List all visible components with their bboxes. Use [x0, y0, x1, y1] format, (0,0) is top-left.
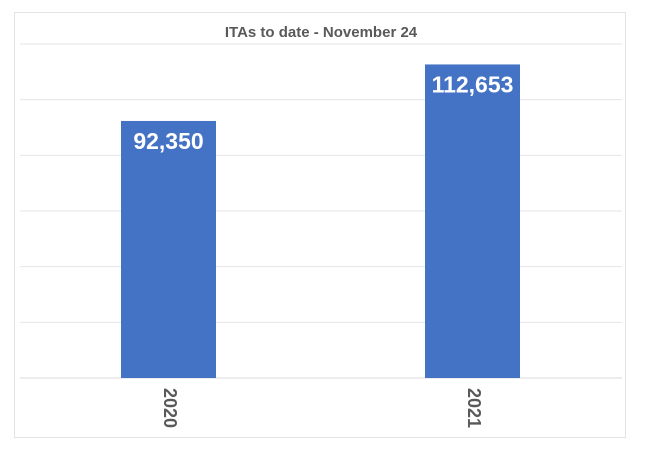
data-label-2020: 92,350	[133, 128, 203, 154]
bar-series	[121, 64, 520, 378]
category-label-2020: 2020	[160, 388, 180, 428]
category-labels: 2020 2021	[160, 388, 484, 428]
chart-title: ITAs to date - November 24	[224, 24, 418, 41]
chart-frame: ITAs to date - November 24	[14, 12, 626, 438]
bar-2021	[425, 64, 520, 378]
data-labels: 92,350 112,653	[133, 71, 513, 154]
category-label-2021: 2021	[464, 388, 484, 428]
bar-2020	[121, 120, 216, 378]
gridlines	[20, 43, 622, 379]
data-label-2021: 112,653	[432, 71, 514, 97]
